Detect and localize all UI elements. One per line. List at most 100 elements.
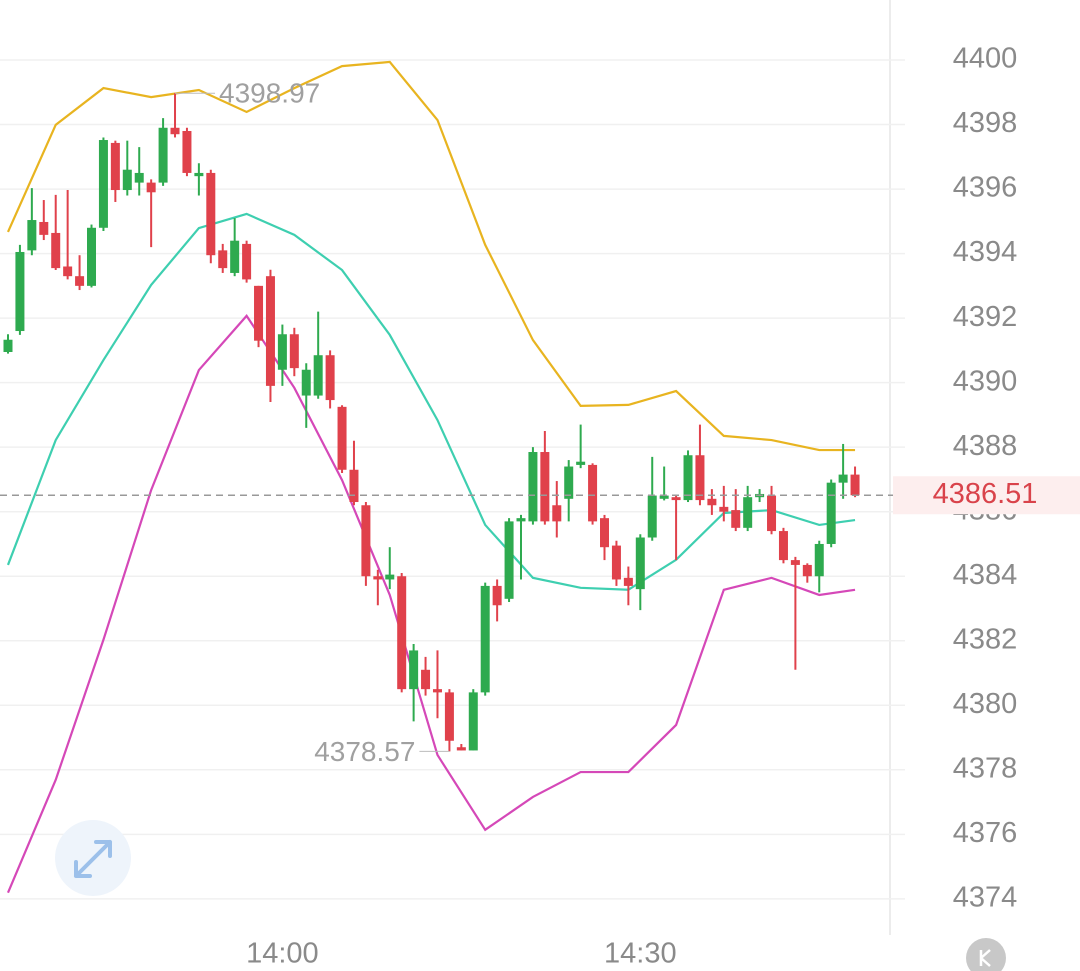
y-tick-label: 4376 (953, 817, 1018, 849)
y-tick-label: 4374 (953, 882, 1018, 914)
last-price-label: 4386.51 (933, 478, 1038, 510)
candle-body (146, 182, 156, 193)
y-tick-label: 4394 (953, 236, 1018, 268)
candle-body (409, 650, 419, 690)
candle-body (51, 232, 61, 269)
candle-body (218, 250, 228, 269)
candle-body (647, 495, 657, 538)
candle-body (850, 474, 860, 496)
x-tick-label: 14:30 (604, 938, 677, 970)
candle-body (504, 521, 514, 599)
candle-body (385, 574, 395, 580)
candle-body (600, 518, 610, 548)
candle-body (349, 469, 359, 503)
y-tick-label: 4378 (953, 752, 1018, 784)
candle-body (277, 334, 287, 370)
candle-body (659, 495, 669, 499)
k-button[interactable] (966, 938, 1006, 971)
candle-body (540, 452, 550, 522)
candle-body (75, 276, 85, 286)
candle-body (588, 464, 598, 522)
candle-body (397, 576, 407, 690)
candle-body (110, 142, 120, 191)
candle-body (456, 747, 466, 751)
candle-body (683, 455, 693, 501)
candle-body (480, 585, 490, 693)
candle-body (373, 576, 383, 580)
y-tick-label: 4398 (953, 107, 1018, 139)
candle-body (719, 506, 729, 512)
candle-body (432, 689, 442, 693)
candle-body (802, 564, 812, 577)
candle-body (671, 497, 681, 501)
candle-body (194, 172, 204, 177)
band-line (6, 60, 856, 452)
candle-body (158, 127, 168, 183)
candle-body (444, 692, 454, 741)
candle-body (695, 455, 705, 501)
candle-body (39, 221, 49, 235)
candle-body (421, 669, 431, 690)
last-price-bg (893, 476, 1080, 515)
expand-icon[interactable] (74, 840, 112, 878)
candle-body (206, 172, 216, 256)
candle-body (492, 585, 502, 606)
candle-body (254, 285, 264, 341)
expand-button[interactable] (55, 820, 131, 896)
candle-body (301, 369, 311, 396)
grid: 4374437643784380438243844386438843904392… (0, 43, 1017, 970)
candle-body (265, 276, 275, 386)
candle-body (242, 243, 252, 280)
y-tick-label: 4390 (953, 365, 1018, 397)
candle-body (289, 334, 299, 369)
candles (3, 93, 860, 752)
candle-body (838, 474, 848, 483)
candle-body (63, 266, 73, 277)
y-tick-label: 4384 (953, 559, 1018, 591)
min-label: 4378.57 (314, 736, 415, 767)
candle-body (230, 240, 240, 273)
candle-body (468, 692, 478, 751)
candle-body (170, 127, 180, 135)
y-tick-label: 4380 (953, 688, 1018, 720)
band-line (6, 314, 856, 894)
candle-body (576, 461, 586, 465)
y-tick-label: 4382 (953, 623, 1018, 655)
candle-body (767, 495, 777, 532)
candle-body (182, 130, 192, 173)
y-tick-label: 4396 (953, 172, 1018, 204)
candle-body (552, 505, 562, 522)
candle-body (27, 220, 37, 251)
y-tick-label: 4388 (953, 430, 1018, 462)
max-label: 4398.97 (219, 78, 320, 109)
candle-body (87, 227, 97, 286)
candle-body (122, 169, 132, 191)
candle-body (778, 531, 788, 561)
overlay: 4398.97 4378.57 4386.51 (0, 78, 1080, 767)
candle-body (134, 172, 144, 183)
candle-body (731, 510, 741, 528)
candle-body (3, 339, 13, 352)
candle-body (790, 560, 800, 565)
candle-body (814, 543, 824, 577)
candle-body (516, 518, 526, 522)
candle-body (313, 355, 323, 396)
candle-body (743, 497, 753, 528)
candle-body (623, 577, 633, 586)
y-tick-label: 4392 (953, 301, 1018, 333)
x-tick-label: 14:00 (246, 938, 319, 970)
k-icon[interactable] (979, 949, 991, 967)
candle-body (707, 498, 717, 506)
candle-body (98, 140, 108, 228)
candle-body (564, 466, 574, 499)
y-tick-label: 4400 (953, 43, 1018, 75)
candle-body (337, 406, 347, 470)
candle-body (325, 355, 335, 401)
candle-body (826, 482, 836, 544)
candle-body (361, 505, 371, 577)
candle-body (15, 251, 25, 332)
candle-body (528, 452, 538, 522)
candle-body (611, 545, 621, 580)
